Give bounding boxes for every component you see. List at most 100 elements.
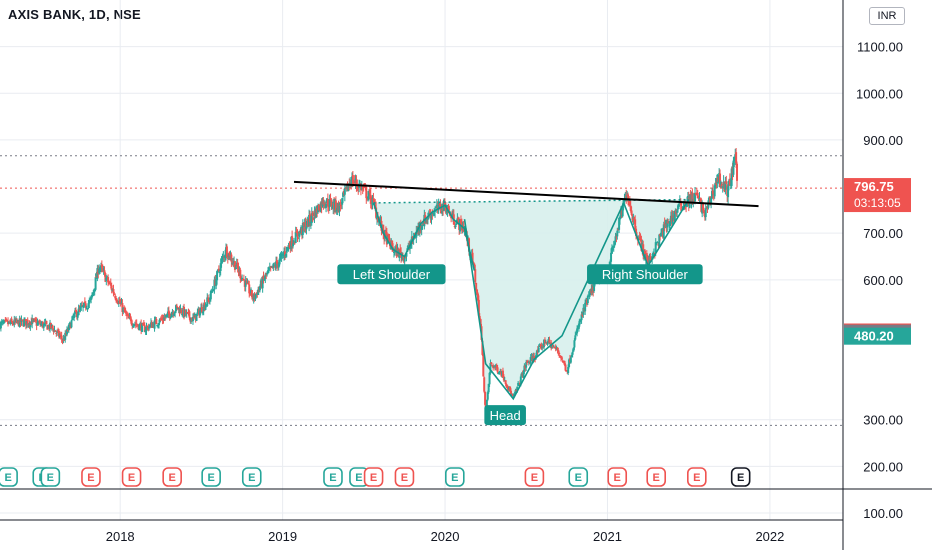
candle-body	[180, 309, 183, 314]
earnings-marker: E	[524, 467, 545, 487]
candle-body	[669, 221, 672, 227]
candle-body	[226, 257, 229, 259]
candle-body	[506, 385, 509, 389]
candle-body	[483, 377, 486, 392]
candle-body	[99, 268, 102, 270]
candle-body	[135, 323, 138, 325]
candle-body	[5, 319, 8, 321]
candle-body	[459, 219, 462, 224]
candle-body	[73, 313, 76, 318]
candle-body	[613, 242, 616, 246]
candle-body	[301, 222, 304, 235]
candle-body	[610, 252, 613, 262]
candle-body	[426, 218, 429, 220]
earnings-marker: E	[241, 467, 262, 487]
earnings-marker: E	[444, 467, 465, 487]
candle-body	[185, 312, 188, 315]
candle-body	[107, 277, 110, 283]
earnings-marker: E	[730, 467, 751, 487]
candle-body	[576, 328, 579, 334]
candle-body	[174, 311, 177, 313]
candle-body	[284, 254, 287, 257]
candle-body	[242, 278, 245, 281]
candle-body	[444, 205, 447, 213]
candle-body	[401, 255, 404, 260]
candle-body	[146, 326, 149, 328]
candle-body	[201, 311, 204, 314]
candle-body	[580, 314, 583, 321]
candle-body	[294, 231, 297, 243]
candle-body	[582, 307, 585, 315]
candle-body	[514, 390, 517, 394]
candle-body	[679, 201, 682, 206]
candle-body	[546, 342, 549, 345]
candle-body	[638, 237, 641, 239]
candle-body	[564, 364, 567, 371]
earnings-marker-box	[524, 467, 545, 487]
candle-body	[614, 236, 617, 243]
price-tag-bg	[844, 327, 911, 345]
earnings-marker: E	[121, 467, 142, 487]
candle-body	[221, 257, 224, 260]
candle-body	[728, 179, 731, 186]
y-tick-label: 700.00	[863, 226, 903, 241]
candle-body	[144, 329, 147, 333]
earnings-marker: E	[40, 467, 61, 487]
candle-body	[212, 290, 215, 292]
candle-body	[387, 234, 390, 239]
earnings-marker-box	[687, 467, 707, 487]
candle-body	[278, 258, 281, 265]
candle-body	[215, 278, 218, 286]
candle-body	[56, 331, 59, 333]
candle-body	[155, 319, 158, 325]
candle-body	[121, 302, 124, 312]
price-tag-bg	[844, 178, 911, 213]
candle-body	[116, 302, 119, 304]
currency-button[interactable]: INR	[869, 7, 905, 25]
candle-body	[173, 313, 176, 316]
candle-body	[711, 191, 714, 198]
candle-body	[84, 303, 87, 309]
candle-body	[31, 318, 34, 325]
candle-body	[683, 201, 686, 209]
candle-body	[457, 217, 460, 221]
candle-body	[209, 290, 212, 300]
candle-body	[727, 186, 730, 198]
candle-body	[612, 246, 615, 248]
earnings-marker-text: E	[451, 472, 458, 484]
candle-body	[369, 194, 372, 204]
candle-body	[42, 323, 45, 328]
candle-body	[724, 182, 727, 190]
candle-body	[141, 323, 144, 332]
candle-body	[563, 361, 566, 366]
candle-body	[335, 209, 338, 212]
earnings-marker-box	[646, 467, 667, 487]
candle-body	[261, 277, 264, 289]
earnings-marker-text: E	[401, 472, 408, 484]
candle-body	[234, 267, 237, 270]
earnings-marker-box	[81, 467, 101, 487]
candle-body	[170, 313, 173, 318]
candle-body	[204, 305, 207, 310]
candle-body	[368, 190, 371, 194]
candle-body	[504, 380, 507, 385]
candle-body	[476, 289, 479, 295]
y-tick-label: 1100.00	[857, 40, 903, 55]
candle-body	[554, 347, 557, 350]
candle-body	[281, 254, 284, 256]
candle-body	[61, 339, 64, 341]
candle-body	[275, 261, 278, 269]
candle-body	[217, 268, 220, 271]
candle-body	[538, 345, 541, 347]
candle-body	[291, 236, 294, 247]
candle-body	[537, 347, 540, 353]
candle-body	[525, 362, 528, 368]
candle-body	[357, 186, 360, 190]
candle-body	[698, 198, 701, 200]
earnings-marker: E	[646, 467, 667, 487]
candle-body	[515, 389, 518, 391]
candle-body	[287, 245, 290, 250]
candle-body	[101, 268, 104, 271]
candle-body	[264, 274, 267, 280]
